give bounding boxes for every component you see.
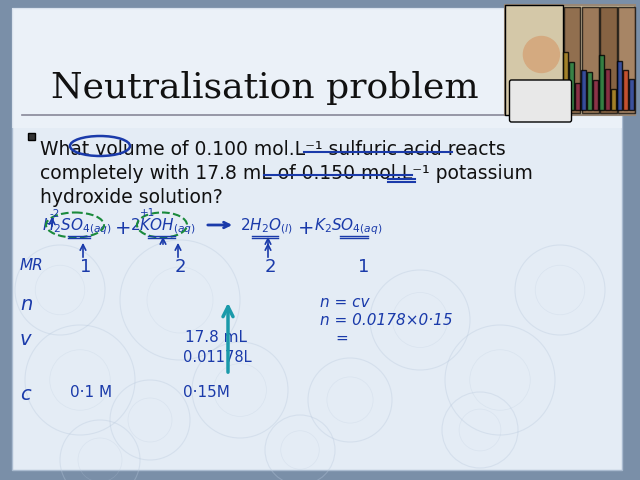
Text: +1: +1 [140,208,156,218]
Text: hydroxide solution?: hydroxide solution? [40,188,223,207]
Text: 0·15M: 0·15M [183,385,230,400]
Text: n = cv: n = cv [320,295,369,310]
FancyBboxPatch shape [569,62,574,110]
Text: n: n [20,295,33,314]
Text: 0.01178L: 0.01178L [183,350,252,365]
Text: -2: -2 [50,209,60,219]
Text: $H_2SO_{4(aq)}$: $H_2SO_{4(aq)}$ [42,216,112,237]
Text: 2: 2 [175,258,186,276]
FancyBboxPatch shape [581,70,586,110]
Text: 2: 2 [265,258,276,276]
Text: $2H_2O_{(l)}$: $2H_2O_{(l)}$ [240,216,292,236]
Text: completely with 17.8 mL of 0.150 mol.L⁻¹ potassium: completely with 17.8 mL of 0.150 mol.L⁻¹… [40,164,533,183]
Text: =: = [335,331,348,346]
FancyBboxPatch shape [505,5,635,115]
Text: n = 0.0178×0·15: n = 0.0178×0·15 [320,313,452,328]
Text: Neutralisation problem: Neutralisation problem [51,71,479,105]
Text: $2KOH_{(aq)}$: $2KOH_{(aq)}$ [130,216,196,237]
FancyBboxPatch shape [12,8,622,128]
FancyBboxPatch shape [563,52,568,110]
Text: 1: 1 [80,258,92,276]
Text: 1: 1 [358,258,369,276]
FancyBboxPatch shape [12,8,622,470]
FancyBboxPatch shape [611,89,616,110]
Text: +: + [298,219,314,238]
Text: c: c [20,385,31,404]
FancyBboxPatch shape [28,133,35,140]
FancyBboxPatch shape [509,80,572,122]
FancyBboxPatch shape [605,69,610,110]
FancyBboxPatch shape [599,55,604,110]
FancyBboxPatch shape [618,7,635,113]
Text: $K_2SO_{4(aq)}$: $K_2SO_{4(aq)}$ [314,216,383,237]
Text: MR: MR [20,258,44,273]
FancyBboxPatch shape [617,61,622,110]
FancyBboxPatch shape [593,80,598,110]
Text: 0·1 M: 0·1 M [70,385,112,400]
FancyBboxPatch shape [623,70,628,110]
Text: What volume of 0.100 mol.L⁻¹ sulfuric acid reacts: What volume of 0.100 mol.L⁻¹ sulfuric ac… [40,140,506,159]
FancyBboxPatch shape [600,7,617,113]
FancyBboxPatch shape [575,83,580,110]
FancyBboxPatch shape [587,72,592,110]
Text: v: v [20,330,31,349]
Text: 17.8 mL: 17.8 mL [185,330,247,345]
FancyBboxPatch shape [563,7,580,113]
FancyBboxPatch shape [629,79,634,110]
Circle shape [524,36,559,72]
Text: +: + [115,219,131,238]
FancyBboxPatch shape [505,5,563,115]
FancyBboxPatch shape [582,7,598,113]
